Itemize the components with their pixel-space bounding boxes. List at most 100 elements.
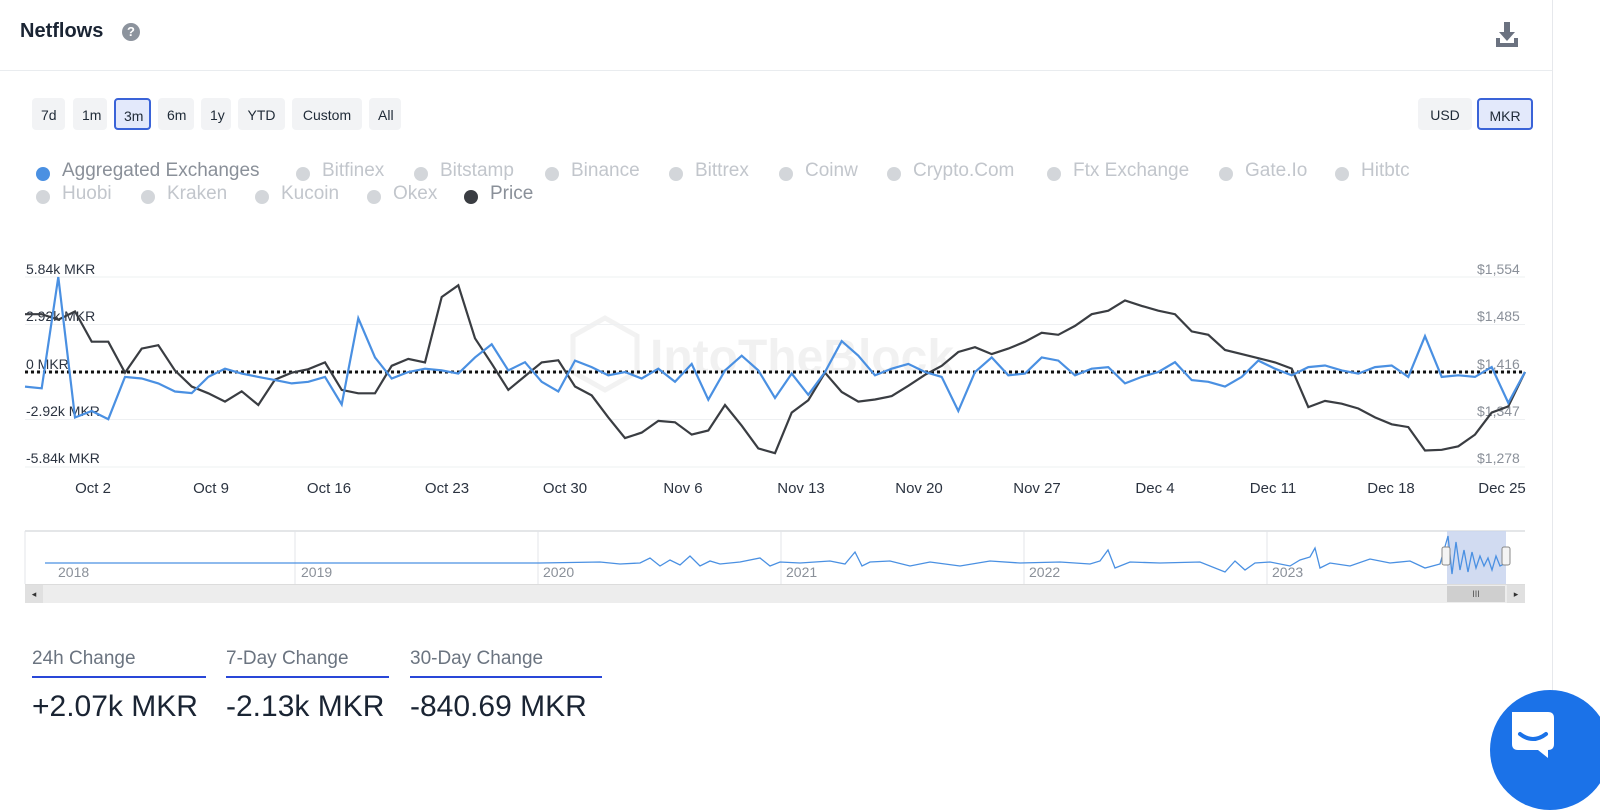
legend-label: Kucoin	[281, 183, 340, 204]
y-right-tick: $1,278	[1477, 450, 1520, 466]
y-left-tick: 0 MKR	[26, 356, 69, 372]
page-title: Netflows	[20, 20, 104, 42]
x-tick: Oct 16	[306, 480, 352, 497]
legend-item-okex[interactable]: Okex	[367, 183, 437, 205]
y-left-tick: -5.84k MKR	[26, 450, 100, 466]
netflows-chart[interactable]: IntoTheBlock	[0, 0, 1600, 520]
legend-item-crypto-com[interactable]: Crypto.Com	[887, 160, 1014, 182]
range-button-custom[interactable]: Custom	[292, 98, 362, 130]
legend-item-aggregated-exchanges[interactable]: Aggregated Exchanges	[36, 160, 260, 182]
legend-label: Hitbtc	[1361, 160, 1410, 181]
card-header: Netflows ?	[0, 0, 1552, 71]
scroll-right-arrow-icon[interactable]: ▸	[1507, 585, 1525, 603]
legend-dot	[36, 167, 50, 181]
legend-label: Kraken	[167, 183, 228, 204]
legend-label: Okex	[393, 183, 438, 204]
range-button-ytd[interactable]: YTD	[238, 98, 285, 130]
legend-item-bittrex[interactable]: Bittrex	[669, 160, 749, 182]
stat-24h-change: 24h Change +2.07k MKR	[32, 648, 206, 724]
x-tick: Dec 18	[1367, 480, 1415, 497]
x-tick: Oct 2	[75, 480, 111, 497]
navigator-year: 2019	[301, 564, 333, 580]
range-button-6m[interactable]: 6m	[158, 98, 194, 130]
legend-dot	[36, 190, 50, 204]
y-left-tick: 5.84k MKR	[26, 261, 96, 277]
currency-button-usd[interactable]: USD	[1418, 98, 1472, 130]
legend-dot	[141, 190, 155, 204]
stat-label: 24h Change	[32, 648, 206, 678]
legend-label: Bitfinex	[322, 160, 385, 181]
legend-label: Aggregated Exchanges	[62, 160, 260, 181]
x-tick: Nov 27	[1013, 480, 1061, 497]
navigator-year: 2022	[1029, 564, 1061, 580]
range-button-3m[interactable]: 3m	[114, 98, 151, 130]
navigator-scrollbar[interactable]: ◂ III ▸	[25, 584, 1525, 603]
svg-text:IntoTheBlock: IntoTheBlock	[650, 331, 954, 384]
scroll-left-arrow-icon[interactable]: ◂	[25, 585, 43, 603]
x-tick: Nov 20	[895, 480, 943, 497]
legend-dot	[464, 190, 478, 204]
legend-item-bitfinex[interactable]: Bitfinex	[296, 160, 384, 182]
watermark-logo: IntoTheBlock	[570, 315, 954, 393]
legend-dot	[887, 167, 901, 181]
y-right-tick: $1,554	[1477, 261, 1520, 277]
x-tick: Oct 23	[424, 480, 470, 497]
legend-label: Price	[490, 183, 534, 204]
scroll-thumb[interactable]: III	[1447, 586, 1505, 602]
stat-value: -2.13k MKR	[226, 690, 385, 723]
navigator-handle-right[interactable]	[1501, 546, 1511, 566]
range-navigator[interactable]	[0, 528, 1600, 588]
legend-dot	[545, 167, 559, 181]
y-right-tick: $1,416	[1477, 356, 1520, 372]
legend-dot	[779, 167, 793, 181]
legend-label: Ftx Exchange	[1073, 160, 1190, 181]
legend-label: Coinw	[805, 160, 858, 181]
legend-dot	[1219, 167, 1233, 181]
legend-dot	[414, 167, 428, 181]
series-line-aggregated-exchanges	[24, 276, 1526, 421]
stat-label: 30-Day Change	[410, 648, 602, 678]
y-right-tick: $1,485	[1477, 308, 1520, 324]
legend-item-hitbtc[interactable]: Hitbtc	[1335, 160, 1410, 182]
chat-widget-button[interactable]	[1490, 690, 1600, 810]
stat-7day-change: 7-Day Change -2.13k MKR	[226, 648, 389, 724]
y-left-tick: 2.92k MKR	[26, 308, 96, 324]
x-tick: Nov 13	[777, 480, 825, 497]
help-icon[interactable]: ?	[122, 23, 140, 41]
legend-dot	[1335, 167, 1349, 181]
x-tick: Dec 25	[1478, 480, 1526, 497]
legend-label: Gate.Io	[1245, 160, 1308, 181]
legend-item-ftx-exchange[interactable]: Ftx Exchange	[1047, 160, 1189, 182]
legend-item-price[interactable]: Price	[464, 183, 533, 205]
range-button-1y[interactable]: 1y	[201, 98, 231, 130]
legend-item-gate-io[interactable]: Gate.Io	[1219, 160, 1307, 182]
download-icon[interactable]	[1494, 20, 1520, 48]
legend-item-kucoin[interactable]: Kucoin	[255, 183, 339, 205]
legend-dot	[669, 167, 683, 181]
navigator-year: 2018	[58, 564, 90, 580]
legend-dot	[296, 167, 310, 181]
range-button-all[interactable]: All	[369, 98, 401, 130]
legend-dot	[255, 190, 269, 204]
stat-label: 7-Day Change	[226, 648, 389, 678]
legend-item-bitstamp[interactable]: Bitstamp	[414, 160, 514, 182]
navigator-year: 2020	[543, 564, 575, 580]
legend-label: Binance	[571, 160, 640, 181]
chat-icon	[1512, 712, 1554, 758]
currency-button-mkr[interactable]: MKR	[1477, 98, 1533, 130]
range-button-1m[interactable]: 1m	[73, 98, 107, 130]
x-tick: Dec 4	[1135, 480, 1175, 497]
x-tick: Dec 11	[1249, 480, 1297, 497]
navigator-year: 2021	[786, 564, 818, 580]
legend-item-kraken[interactable]: Kraken	[141, 183, 227, 205]
legend-item-coinw[interactable]: Coinw	[779, 160, 858, 182]
navigator-handle-left[interactable]	[1441, 546, 1451, 566]
x-tick: Oct 9	[193, 480, 229, 497]
x-tick: Oct 30	[542, 480, 588, 497]
legend-label: Bitstamp	[440, 160, 514, 181]
legend-item-huobi[interactable]: Huobi	[36, 183, 112, 205]
legend-item-binance[interactable]: Binance	[545, 160, 640, 182]
netflows-card: Netflows ? 7d 1m 3m 6m 1y YTD Custom All…	[0, 0, 1553, 788]
legend-label: Huobi	[62, 183, 112, 204]
range-button-7d[interactable]: 7d	[32, 98, 65, 130]
